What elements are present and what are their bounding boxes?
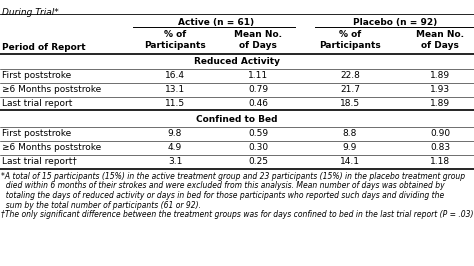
Text: 3.1: 3.1	[168, 157, 182, 167]
Text: Mean No.
of Days: Mean No. of Days	[416, 30, 464, 50]
Text: Last trial report: Last trial report	[2, 99, 73, 109]
Text: 9.9: 9.9	[343, 143, 357, 152]
Text: Placebo (n = 92): Placebo (n = 92)	[353, 18, 437, 27]
Text: 1.93: 1.93	[430, 85, 450, 94]
Text: Confined to Bed: Confined to Bed	[196, 115, 278, 124]
Text: 1.89: 1.89	[430, 99, 450, 109]
Text: ≥6 Months poststroke: ≥6 Months poststroke	[2, 85, 101, 94]
Text: Reduced Activity: Reduced Activity	[194, 57, 280, 66]
Text: 22.8: 22.8	[340, 72, 360, 81]
Text: 14.1: 14.1	[340, 157, 360, 167]
Text: 18.5: 18.5	[340, 99, 360, 109]
Text: ≥6 Months poststroke: ≥6 Months poststroke	[2, 143, 101, 152]
Text: 0.46: 0.46	[248, 99, 268, 109]
Text: 0.90: 0.90	[430, 130, 450, 139]
Text: Mean No.
of Days: Mean No. of Days	[234, 30, 282, 50]
Text: died within 6 months of their strokes and were excluded from this analysis. Mean: died within 6 months of their strokes an…	[1, 181, 445, 190]
Text: % of
Participants: % of Participants	[144, 30, 206, 50]
Text: 0.25: 0.25	[248, 157, 268, 167]
Text: Period of Report: Period of Report	[2, 43, 86, 52]
Text: totaling the days of reduced activity or days in bed for those participants who : totaling the days of reduced activity or…	[1, 191, 444, 200]
Text: Active (n = 61): Active (n = 61)	[178, 18, 255, 27]
Text: 4.9: 4.9	[168, 143, 182, 152]
Text: 0.79: 0.79	[248, 85, 268, 94]
Text: First poststroke: First poststroke	[2, 72, 71, 81]
Text: First poststroke: First poststroke	[2, 130, 71, 139]
Text: 13.1: 13.1	[165, 85, 185, 94]
Text: 21.7: 21.7	[340, 85, 360, 94]
Text: 1.11: 1.11	[248, 72, 268, 81]
Text: 8.8: 8.8	[343, 130, 357, 139]
Text: 11.5: 11.5	[165, 99, 185, 109]
Text: †The only significant difference between the treatment groups was for days confi: †The only significant difference between…	[1, 210, 474, 219]
Text: 1.89: 1.89	[430, 72, 450, 81]
Text: 0.83: 0.83	[430, 143, 450, 152]
Text: 0.59: 0.59	[248, 130, 268, 139]
Text: Last trial report†: Last trial report†	[2, 157, 77, 167]
Text: 9.8: 9.8	[168, 130, 182, 139]
Text: 1.18: 1.18	[430, 157, 450, 167]
Text: 0.30: 0.30	[248, 143, 268, 152]
Text: *A total of 15 participants (15%) in the active treatment group and 23 participa: *A total of 15 participants (15%) in the…	[1, 172, 465, 181]
Text: 16.4: 16.4	[165, 72, 185, 81]
Text: % of
Participants: % of Participants	[319, 30, 381, 50]
Text: sum by the total number of participants (61 or 92).: sum by the total number of participants …	[1, 201, 201, 210]
Text: During Trial*: During Trial*	[2, 8, 59, 17]
